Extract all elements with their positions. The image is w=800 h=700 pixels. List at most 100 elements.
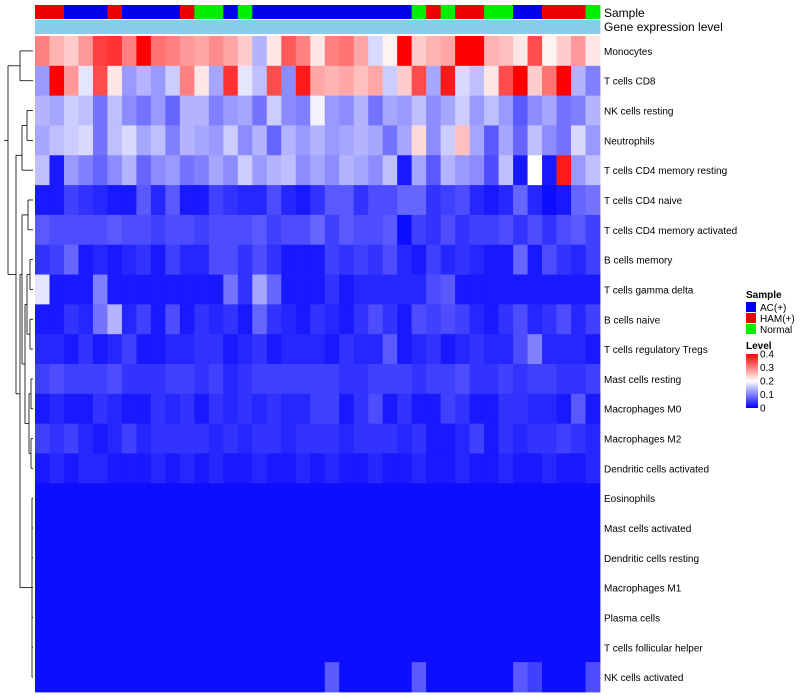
heatmap-cell — [49, 125, 65, 156]
heatmap-cell — [150, 244, 166, 275]
heatmap-cell — [339, 542, 355, 574]
heatmap-cell — [440, 244, 456, 275]
heatmap-cell — [165, 602, 181, 633]
level-ticks: 0.4 0.3 0.2 0.1 0 — [760, 350, 774, 415]
heatmap-cell — [411, 423, 427, 454]
heatmap-cell — [426, 542, 442, 574]
heatmap-cell — [353, 334, 369, 365]
heatmap-cell — [585, 334, 601, 365]
heatmap-cell — [585, 304, 601, 335]
row-label: B cells naive — [604, 315, 661, 326]
heatmap-cell — [150, 95, 166, 126]
heatmap-cell — [498, 244, 514, 275]
heatmap-cell — [281, 602, 297, 633]
heatmap-cell — [455, 662, 471, 693]
heatmap-cell — [63, 393, 79, 425]
heatmap-cell — [585, 36, 601, 67]
heatmap-cell — [324, 513, 340, 544]
heatmap-cell — [484, 513, 499, 544]
heatmap-cell — [208, 155, 224, 186]
heatmap-cell — [295, 244, 311, 275]
heatmap-cell — [92, 185, 108, 216]
heatmap-cell — [368, 662, 384, 693]
heatmap-cell — [281, 572, 297, 603]
row-label: Monocytes — [604, 47, 652, 58]
gene-expression-cell — [150, 20, 166, 34]
sample-legend-label: HAM(+) — [760, 314, 795, 325]
heatmap-cell — [281, 483, 297, 514]
heatmap-cell — [150, 214, 166, 246]
heatmap-cell — [281, 423, 297, 454]
heatmap-cell — [78, 572, 94, 603]
heatmap-cell — [150, 364, 166, 395]
heatmap-cell — [136, 185, 152, 216]
heatmap-cell — [165, 423, 181, 454]
heatmap-cell — [150, 423, 166, 454]
heatmap-cell — [165, 334, 181, 365]
heatmap-cell — [310, 602, 326, 633]
heatmap-cell — [571, 662, 586, 693]
heatmap-cell — [78, 155, 94, 186]
row-label: T cells CD8 — [604, 77, 656, 88]
heatmap-cell — [310, 65, 326, 97]
heatmap-cell — [35, 334, 50, 365]
heatmap-cell — [469, 423, 485, 454]
heatmap-cell — [63, 364, 79, 395]
heatmap-cell — [92, 572, 108, 603]
heatmap-cell — [484, 185, 499, 216]
heatmap-cell — [324, 155, 340, 186]
heatmap-cell — [121, 36, 137, 67]
heatmap-cell — [208, 513, 224, 544]
heatmap-cell — [194, 453, 210, 484]
heatmap-cell — [136, 95, 152, 126]
heatmap-cell — [179, 453, 195, 484]
heatmap-cell — [585, 364, 601, 395]
heatmap-cell — [107, 244, 123, 275]
heatmap-cell — [223, 334, 239, 365]
heatmap-cell — [208, 483, 224, 514]
heatmap-cell — [208, 364, 224, 395]
heatmap-cell — [136, 393, 152, 425]
heatmap-cell — [368, 423, 384, 454]
row-label: B cells memory — [604, 256, 672, 267]
heatmap-cell — [556, 304, 572, 335]
heatmap-cell — [411, 214, 427, 246]
heatmap-cell — [484, 155, 499, 186]
sample-annotation-cell — [223, 5, 239, 19]
heatmap-cell — [440, 36, 456, 67]
heatmap-cell — [527, 304, 543, 335]
heatmap-cell — [426, 334, 442, 365]
sample-annotation-cell — [498, 5, 514, 19]
heatmap-cell — [136, 214, 152, 246]
heatmap-cell — [411, 513, 427, 544]
sample-annotation-cell — [179, 5, 195, 19]
heatmap-cell — [411, 483, 427, 514]
heatmap-cell — [382, 632, 398, 663]
heatmap-cell — [136, 155, 152, 186]
heatmap-cell — [78, 393, 94, 425]
heatmap-cell — [223, 214, 239, 246]
heatmap-cell — [107, 483, 123, 514]
heatmap-cell — [585, 185, 601, 216]
heatmap-cell — [527, 513, 543, 544]
heatmap-cell — [49, 393, 65, 425]
heatmap-cell — [136, 572, 152, 603]
heatmap-cell — [585, 65, 601, 97]
heatmap-cell — [324, 185, 340, 216]
heatmap-cell — [92, 542, 108, 574]
heatmap-cell — [295, 214, 311, 246]
heatmap-cell — [469, 185, 485, 216]
heatmap-cell — [513, 453, 528, 484]
heatmap-cell — [92, 334, 108, 365]
heatmap-cell — [194, 95, 210, 126]
heatmap-cell — [252, 602, 268, 633]
heatmap-cell — [92, 214, 108, 246]
heatmap-cell — [426, 125, 442, 156]
heatmap-cell — [324, 95, 340, 126]
heatmap-cell — [310, 244, 326, 275]
heatmap-cell — [353, 364, 369, 395]
heatmap-cell — [121, 423, 137, 454]
heatmap-cell — [513, 602, 528, 633]
heatmap-cell — [121, 453, 137, 484]
sample-annotation-cell — [150, 5, 166, 19]
